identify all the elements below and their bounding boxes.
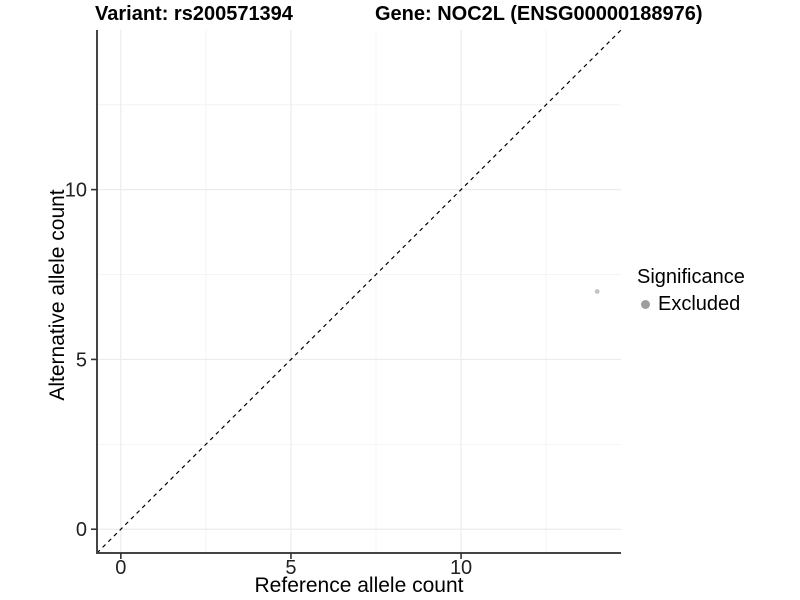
- gene-title: Gene: NOC2L (ENSG00000188976): [375, 3, 703, 25]
- grid-minor-group: [97, 30, 621, 553]
- axis-lines-group: [96, 30, 621, 554]
- x-axis-title: Reference allele count: [254, 574, 464, 597]
- legend-item-label: Excluded: [658, 293, 741, 315]
- tick-labels-group: 0 5 10 0 5 10: [65, 180, 472, 579]
- y-axis-title: Alternative allele count: [46, 189, 69, 401]
- variant-title: Variant: rs200571394: [95, 3, 293, 25]
- x-tick-label: 5: [285, 557, 296, 579]
- identity-line-group: [96, 29, 622, 554]
- legend-item-excluded: Excluded: [637, 292, 745, 316]
- y-tick-label: 10: [65, 180, 87, 202]
- legend: Significance Excluded: [637, 265, 745, 316]
- data-point: [594, 289, 600, 294]
- legend-key-dot-icon: [641, 299, 650, 309]
- identity-dashed-line: [96, 29, 622, 554]
- y-tick-label: 0: [76, 519, 87, 541]
- x-tick-label: 10: [450, 557, 472, 579]
- grid-major-group: [97, 30, 621, 553]
- data-points-group: [594, 289, 600, 294]
- tick-marks-group: [91, 188, 462, 559]
- legend-title: Significance: [637, 266, 745, 288]
- x-tick-label: 0: [115, 557, 126, 579]
- y-tick-label: 5: [76, 349, 87, 371]
